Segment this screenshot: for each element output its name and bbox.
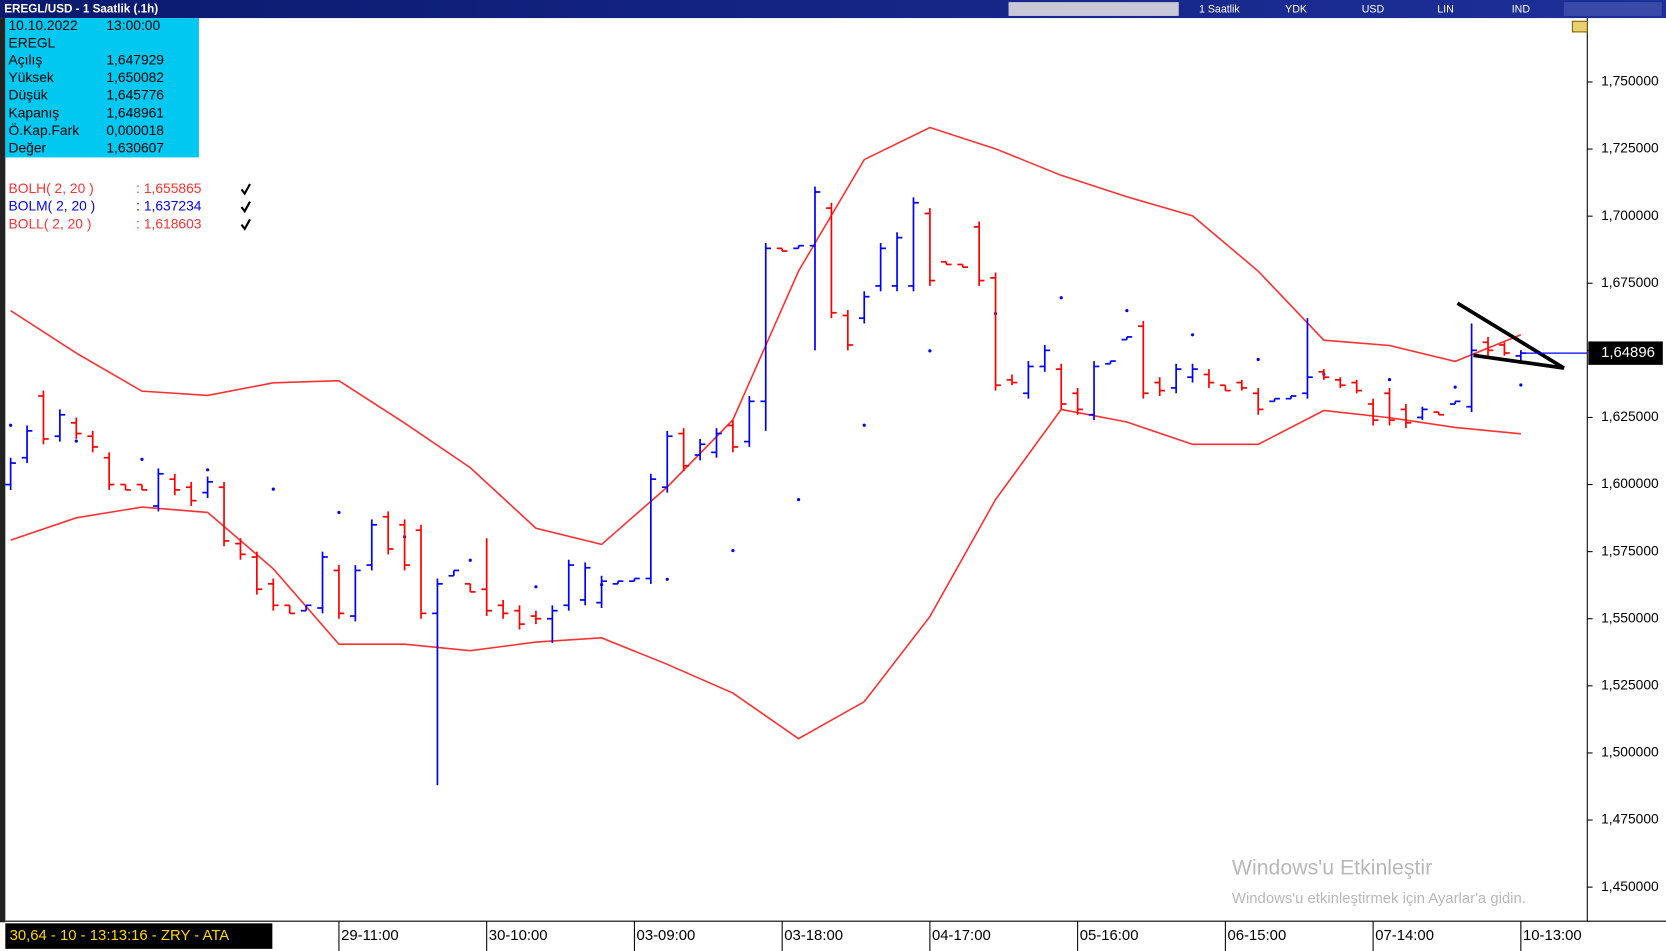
y-tick-label: 1,750000 [1601, 73, 1659, 89]
legend-check [240, 201, 251, 214]
last-price-box [1588, 341, 1663, 365]
x-tick-label: 29-11:00 [341, 928, 399, 944]
toolbar-item[interactable]: LIN [1437, 3, 1454, 15]
band-dot [1453, 385, 1457, 389]
info-value: 1,645776 [106, 87, 164, 103]
x-tick-label: 30-10:00 [489, 928, 548, 944]
watermark-title: Windows'u Etkinleştir [1232, 856, 1432, 880]
info-value: 1,647929 [106, 51, 164, 67]
drawn-triangle [1456, 301, 1565, 370]
title-bar [0, 0, 1666, 19]
info-value: 1,630607 [106, 140, 164, 156]
band-dot [337, 510, 341, 515]
band-dot [1256, 357, 1260, 362]
legend-label: BOLM( 2, 20 ) [9, 198, 96, 214]
y-tick-label: 1,500000 [1601, 744, 1659, 760]
info-label: Yüksek [9, 69, 54, 85]
info-label: Ö.Kap.Fark [9, 121, 80, 138]
y-tick-label: 1,475000 [1601, 811, 1659, 827]
info-label: Değer [9, 140, 47, 156]
info-label: Açılış [9, 51, 43, 67]
info-time: 13:00:00 [106, 17, 160, 33]
info-symbol: EREGL [9, 34, 56, 50]
legend-value: : 1,637234 [136, 198, 202, 214]
legend-check [240, 218, 251, 231]
info-label: Düşük [9, 87, 48, 103]
legend-check [240, 183, 251, 196]
x-tick-label: 07-14:00 [1375, 928, 1434, 944]
band-dot [140, 457, 144, 461]
last-price-label: 1,64896 [1601, 345, 1655, 361]
legend-label: BOLL( 2, 20 ) [9, 215, 92, 231]
y-tick-label: 1,525000 [1601, 676, 1659, 692]
y-tick-label: 1,700000 [1601, 207, 1659, 223]
x-tick-label: 04-17:00 [932, 928, 991, 944]
band-dot [271, 487, 275, 491]
band-dot [928, 349, 932, 353]
y-tick-label: 1,575000 [1601, 542, 1659, 558]
band-dot [1519, 383, 1523, 387]
corner-icon [1571, 20, 1588, 33]
legend-value: : 1,655865 [136, 180, 202, 196]
band-line [10, 408, 1521, 740]
watermark-subtitle: Windows'u etkinleştirmek için Ayarlar'a … [1232, 891, 1526, 907]
info-panel-text: 10.10.2022 13:00:00 EREGL Açılış 1,647929… [9, 17, 165, 155]
band-dot [468, 558, 472, 562]
toolbar-icons[interactable] [1008, 2, 1179, 16]
x-tick-label: 06-15:00 [1227, 928, 1286, 944]
info-label: Kapanış [9, 104, 60, 120]
band-dot [1059, 296, 1063, 300]
band-dot [74, 439, 78, 443]
y-tick-label: 1,675000 [1601, 274, 1659, 290]
x-tick-label: 03-18:00 [784, 928, 843, 944]
info-value: 1,648961 [106, 104, 164, 120]
status-text: 30,64 - 10 - 13:13:16 - ZRY - ATA [10, 928, 230, 944]
info-panel [5, 18, 199, 158]
window-title: EREGL/USD - 1 Saatlik (.1h) [4, 3, 158, 16]
band-dot [1125, 309, 1129, 313]
toolbar-item[interactable]: YDK [1285, 3, 1307, 15]
y-tick-label: 1,625000 [1601, 408, 1659, 424]
info-value: 0,000018 [106, 122, 164, 138]
y-tick-label: 1,450000 [1601, 878, 1659, 894]
left-edge [0, 18, 6, 923]
band-dot [731, 548, 735, 553]
info-date: 10.10.2022 [9, 17, 78, 33]
x-tick-label: 05-16:00 [1080, 928, 1139, 944]
band-dot [796, 497, 801, 502]
band-dot [1387, 378, 1392, 382]
status-box [5, 923, 273, 949]
toolbar-item[interactable]: IND [1512, 3, 1531, 15]
info-value: 1,650082 [106, 69, 164, 85]
y-tick-label: 1,725000 [1601, 140, 1659, 156]
band-dot [862, 423, 866, 427]
band-dot [665, 577, 669, 581]
legend: BOLH( 2, 20 ) : 1,655865 BOLM( 2, 20 ) : 1,… [9, 180, 251, 231]
plot-area [5, 126, 1527, 786]
band-dot [1190, 333, 1195, 337]
band-dot [206, 468, 210, 472]
x-tick-label: 03-09:00 [637, 928, 696, 944]
band-dot [534, 585, 538, 589]
y-tick-label: 1,600000 [1601, 475, 1659, 491]
band-dot [9, 423, 13, 427]
x-tick-label: 10-13:00 [1523, 928, 1582, 944]
legend-value: : 1,618603 [136, 215, 202, 231]
legend-label: BOLH( 2, 20 ) [9, 180, 94, 196]
window-controls[interactable] [1563, 2, 1662, 16]
y-tick-label: 1,550000 [1601, 609, 1659, 625]
annotation-triangle [1456, 301, 1565, 370]
toolbar-item[interactable]: USD [1362, 3, 1385, 15]
toolbar-item[interactable]: 1 Saatlik [1199, 3, 1240, 15]
